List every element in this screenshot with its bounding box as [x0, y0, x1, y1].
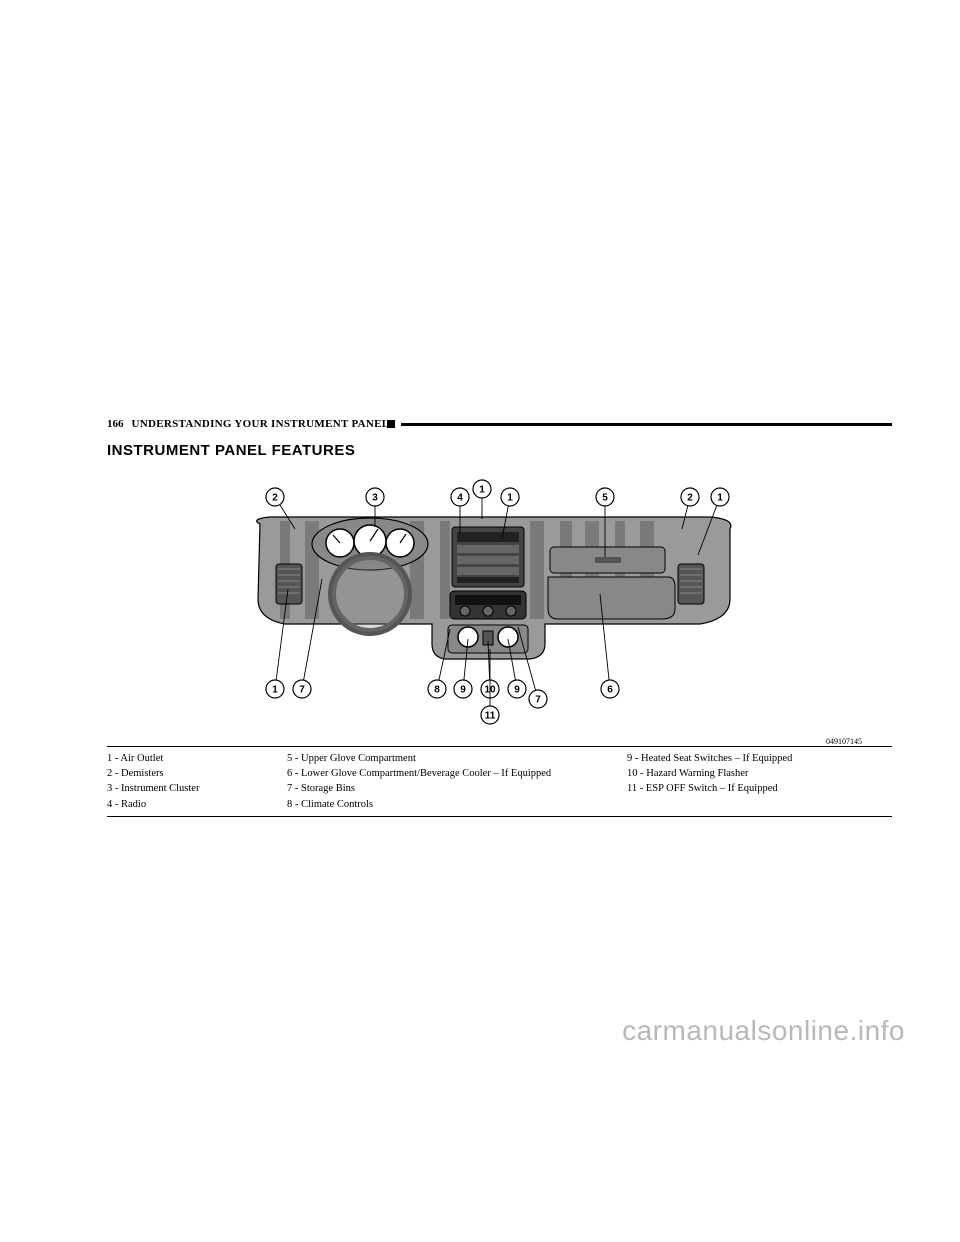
page-title: INSTRUMENT PANEL FEATURES — [107, 442, 892, 459]
svg-text:5: 5 — [602, 493, 608, 504]
legend-item: 11 - ESP OFF Switch – If Equipped — [627, 781, 872, 796]
svg-text:2: 2 — [272, 493, 278, 504]
legend-item: 4 - Radio — [107, 797, 267, 812]
legend-item: 3 - Instrument Cluster — [107, 781, 267, 796]
svg-text:4: 4 — [457, 493, 463, 504]
legend-item: 10 - Hazard Warning Flasher — [627, 766, 872, 781]
legend-col-2: 5 - Upper Glove Compartment 6 - Lower Gl… — [287, 751, 627, 812]
svg-text:1: 1 — [479, 485, 485, 496]
legend-col-3: 9 - Heated Seat Switches – If Equipped 1… — [627, 751, 892, 812]
legend-item: 5 - Upper Glove Compartment — [287, 751, 607, 766]
legend-col-1: 1 - Air Outlet 2 - Demisters 3 - Instrum… — [107, 751, 287, 812]
lower-glove — [548, 577, 675, 619]
svg-text:1: 1 — [717, 493, 723, 504]
upper-glove-handle — [595, 557, 621, 563]
svg-text:3: 3 — [372, 493, 378, 504]
header-rule — [401, 423, 892, 426]
svg-text:7: 7 — [299, 685, 305, 696]
legend-item: 2 - Demisters — [107, 766, 267, 781]
left-air-vent — [276, 564, 302, 604]
figure-code: 049107145 — [107, 737, 892, 746]
svg-text:2: 2 — [687, 493, 693, 504]
section-name: UNDERSTANDING YOUR INSTRUMENT PANEL — [132, 418, 390, 430]
svg-text:11: 11 — [484, 711, 495, 722]
svg-text:7: 7 — [535, 695, 541, 706]
header-square-decoration — [387, 420, 395, 428]
svg-text:8: 8 — [434, 685, 440, 696]
steering-wheel — [332, 556, 408, 632]
right-air-vent — [678, 564, 704, 604]
climate-controls — [450, 591, 526, 619]
instrument-panel-diagram: 2341152117891091176 — [107, 469, 892, 729]
legend-table: 1 - Air Outlet 2 - Demisters 3 - Instrum… — [107, 746, 892, 817]
svg-text:9: 9 — [514, 685, 520, 696]
legend-item: 7 - Storage Bins — [287, 781, 607, 796]
center-stack — [452, 527, 524, 587]
legend-item: 9 - Heated Seat Switches – If Equipped — [627, 751, 872, 766]
page-number: 166 — [107, 418, 124, 430]
svg-text:1: 1 — [272, 685, 278, 696]
dashboard-svg: 2341152117891091176 — [190, 469, 810, 729]
page-header: 166 UNDERSTANDING YOUR INSTRUMENT PANEL — [107, 418, 892, 430]
svg-text:9: 9 — [460, 685, 466, 696]
legend-item: 6 - Lower Glove Compartment/Beverage Coo… — [287, 766, 607, 781]
svg-text:6: 6 — [607, 685, 613, 696]
svg-text:1: 1 — [507, 493, 513, 504]
watermark: carmanualsonline.info — [622, 1015, 905, 1047]
legend-item: 8 - Climate Controls — [287, 797, 607, 812]
legend-item: 1 - Air Outlet — [107, 751, 267, 766]
